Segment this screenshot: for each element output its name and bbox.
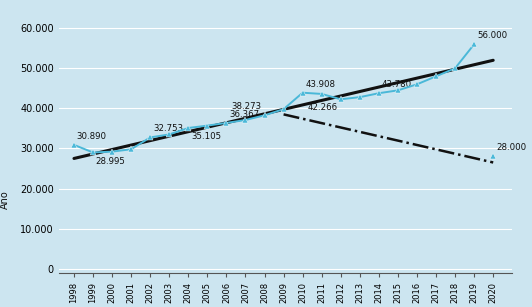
Text: 28.000: 28.000: [496, 143, 526, 152]
Text: Ano: Ano: [1, 190, 10, 209]
Text: 43.780: 43.780: [381, 80, 412, 89]
Text: 28.995: 28.995: [96, 157, 126, 166]
Text: 36.367: 36.367: [229, 110, 259, 119]
Text: 43.908: 43.908: [305, 80, 335, 88]
Text: 38.273: 38.273: [231, 102, 262, 111]
Text: 35.105: 35.105: [191, 132, 221, 141]
Text: 42.266: 42.266: [308, 103, 338, 112]
Text: 30.890: 30.890: [77, 132, 107, 141]
Text: 56.000: 56.000: [477, 31, 507, 40]
Text: 32.753: 32.753: [153, 124, 183, 133]
